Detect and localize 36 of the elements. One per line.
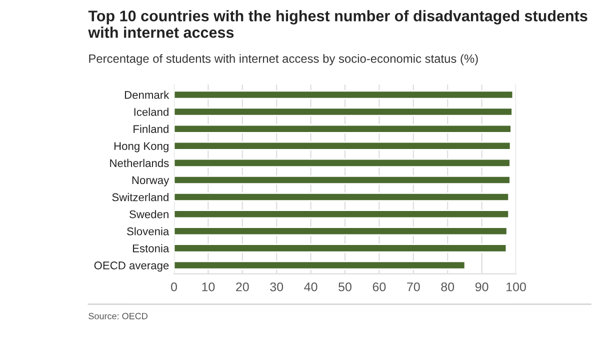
bar — [174, 226, 508, 236]
chart-title: Top 10 countries with the highest number of disadvantaged students with internet access — [88, 10, 588, 38]
x-tick-label: 40 — [304, 282, 318, 292]
y-tick-label: Slovenia — [127, 227, 170, 236]
y-tick-label: OECD average — [94, 262, 169, 272]
x-tick-label: 70 — [407, 282, 420, 292]
y-tick-label: Norway — [132, 176, 170, 186]
bar — [174, 210, 510, 219]
chart-subtitle: Percentage of students with internet access by socio-economic status (%) — [89, 54, 478, 66]
x-tick-label: 80 — [441, 282, 454, 292]
bar — [174, 124, 512, 134]
bar — [174, 90, 514, 100]
bar — [174, 141, 512, 150]
y-tick-label: Finland — [134, 124, 168, 133]
x-tick-label: 10 — [202, 282, 215, 292]
bar — [174, 192, 510, 202]
x-tick-label: 20 — [236, 282, 249, 292]
y-tick-label: Sweden — [129, 210, 168, 218]
source-note: Source: OECD — [88, 312, 148, 320]
bar — [174, 107, 513, 116]
x-tick-label: 90 — [475, 282, 488, 292]
x-tick-label: 50 — [338, 282, 352, 292]
bar — [174, 175, 511, 185]
x-tick-label: 60 — [372, 282, 386, 292]
x-tick-label: 100 — [506, 282, 526, 292]
bar — [174, 158, 511, 168]
y-tick-label: Netherlands — [110, 158, 169, 168]
y-tick-label: Estonia — [132, 244, 170, 252]
x-tick-label: 30 — [270, 282, 284, 292]
bar — [174, 244, 508, 253]
x-tick-label: 0 — [171, 282, 177, 292]
y-tick-label: Denmark — [124, 90, 170, 99]
bar — [174, 260, 466, 270]
y-tick-label: Switzerland — [112, 193, 168, 202]
y-tick-label: Iceland — [134, 108, 168, 116]
y-tick-label: Hong Kong — [114, 142, 168, 152]
